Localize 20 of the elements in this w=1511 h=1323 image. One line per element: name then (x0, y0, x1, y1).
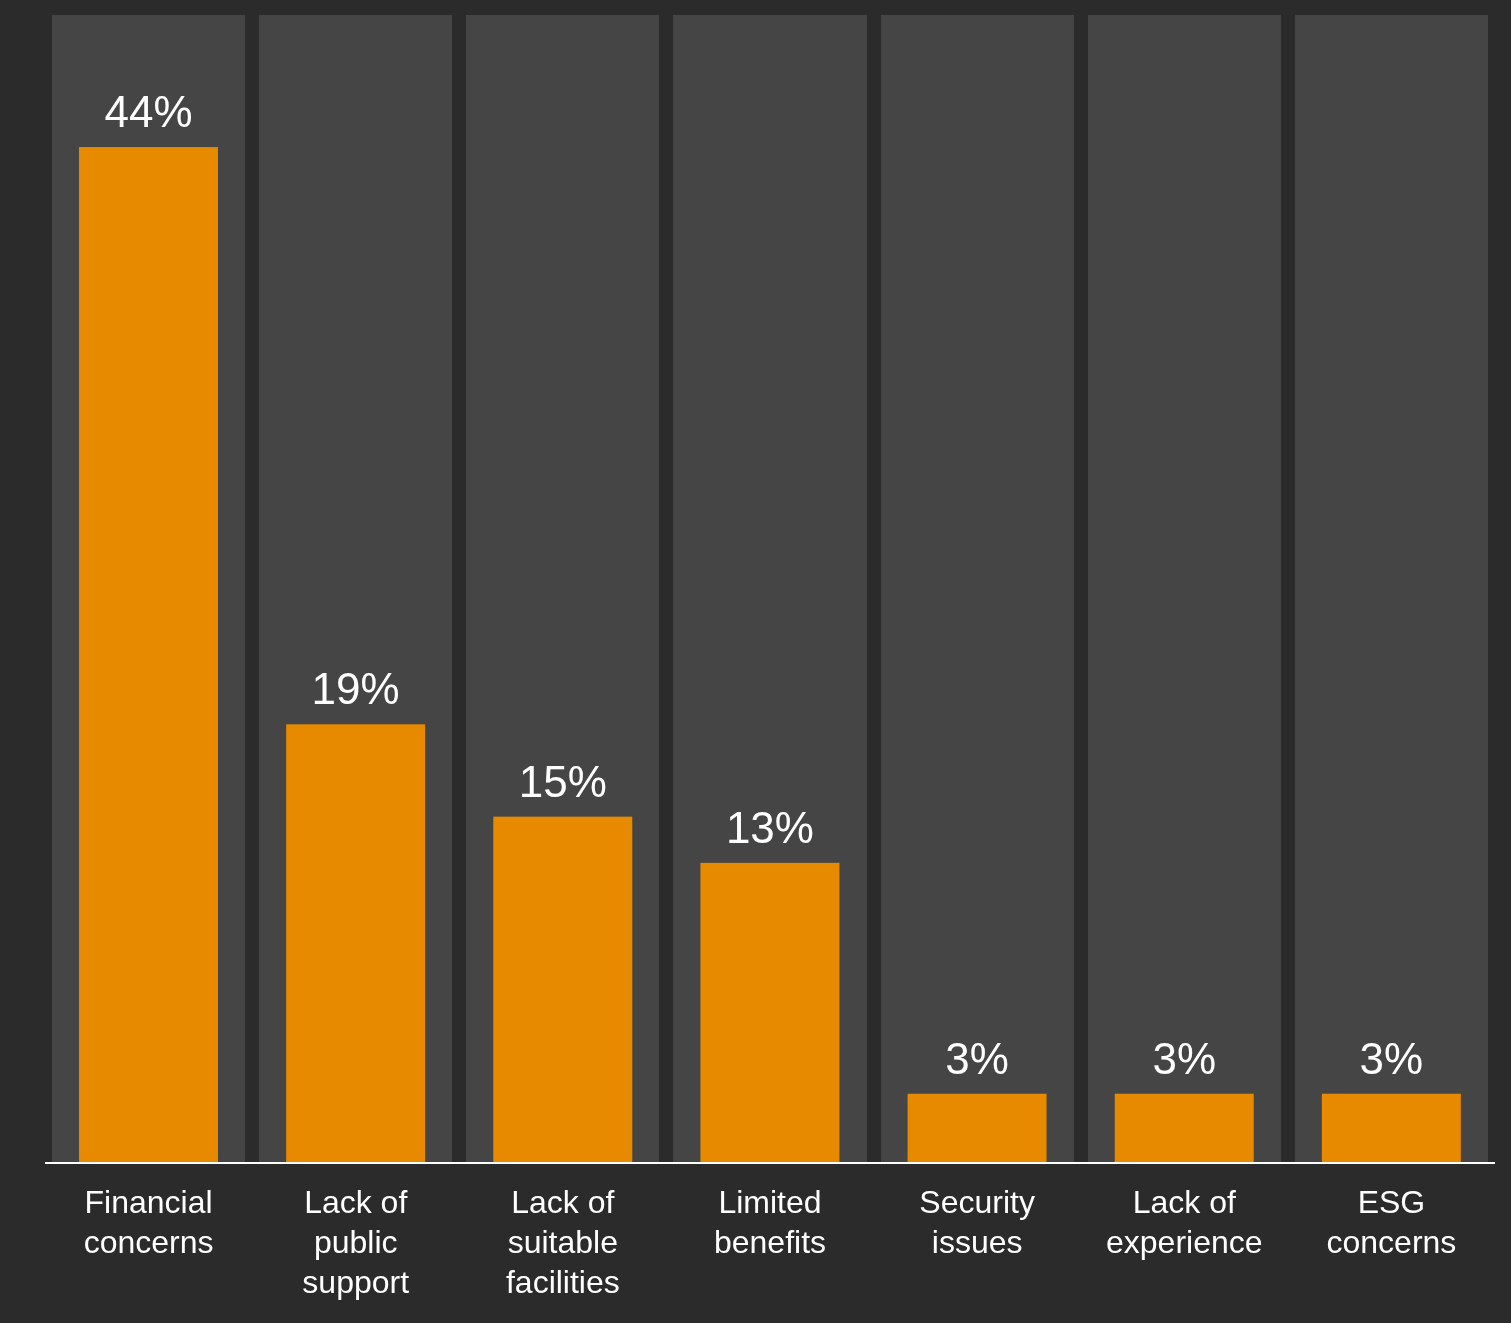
data-label: 3% (1152, 1033, 1217, 1083)
bar (1321, 1093, 1461, 1163)
x-tick-label: Limited benefits (713, 1184, 827, 1260)
x-tick-label: Security issues (919, 1184, 1035, 1260)
data-label: 3% (1359, 1033, 1424, 1083)
x-tick-label: Lack of experience (1106, 1184, 1263, 1260)
bar (1114, 1093, 1254, 1163)
x-tick-label: Lack of suitable facilities (505, 1184, 620, 1300)
x-tick-label: ESG concerns (1326, 1184, 1457, 1260)
bar (907, 1093, 1047, 1163)
x-tick-label: Financial concerns (83, 1184, 214, 1260)
data-label: 19% (311, 664, 400, 714)
bar (493, 816, 633, 1163)
bar (700, 862, 840, 1163)
data-label: 13% (725, 802, 814, 852)
data-label: 44% (104, 87, 193, 137)
bar (286, 724, 426, 1163)
x-tick-label: Lack of public support (302, 1184, 410, 1300)
data-label: 3% (945, 1033, 1009, 1083)
data-label: 15% (518, 756, 607, 806)
